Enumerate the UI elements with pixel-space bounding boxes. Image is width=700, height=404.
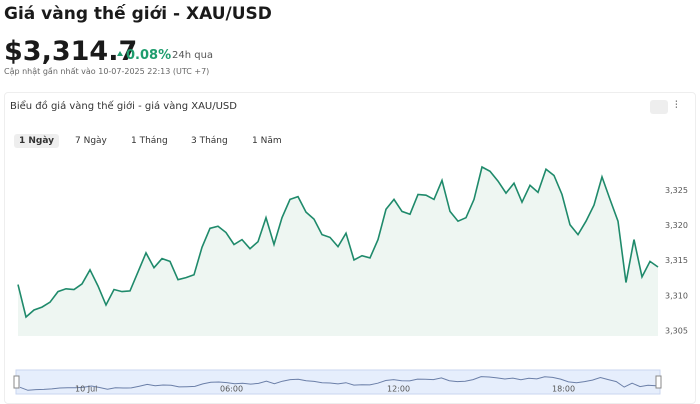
navigator-label: 18:00 — [552, 385, 575, 394]
up-arrow — [117, 51, 123, 56]
change: 0.08% — [126, 48, 172, 63]
price: $3,314.7 — [4, 36, 138, 67]
range-tab[interactable]: 3 Tháng — [191, 136, 228, 146]
y-tick-label: 3,325 — [665, 186, 688, 195]
period: 24h qua — [172, 50, 214, 61]
range-tab[interactable]: 1 Tháng — [131, 136, 168, 146]
navigator-label: 12:00 — [387, 385, 410, 394]
navigator-line — [19, 376, 657, 391]
y-tick-label: 3,305 — [665, 327, 688, 336]
chart-title: Biểu đồ giá vàng thế giới - giá vàng XAU… — [10, 101, 237, 112]
navigator-label: 10 Jul — [75, 385, 97, 394]
y-tick-label: 3,320 — [665, 221, 688, 230]
candle-icon[interactable]: ⫶ — [675, 100, 678, 111]
range-tab[interactable]: 1 Năm — [252, 136, 282, 146]
page-title: Giá vàng thế giới - XAU/USD — [4, 4, 272, 24]
y-tick-label: 3,310 — [665, 291, 688, 300]
range-tab[interactable]: 1 Ngày — [14, 134, 60, 148]
price-line — [17, 165, 659, 319]
y-tick-label: 3,315 — [665, 256, 688, 265]
line-icon[interactable] — [650, 100, 668, 114]
navigator-handle[interactable] — [655, 375, 662, 389]
area — [18, 167, 658, 336]
updated: Cập nhật gần nhất vào 10-07-2025 22:13 (… — [4, 67, 210, 76]
range-tab[interactable]: 7 Ngày — [75, 136, 107, 146]
navigator — [15, 369, 661, 395]
navigator-handle[interactable] — [13, 375, 20, 389]
navigator-label: 06:00 — [220, 385, 243, 394]
